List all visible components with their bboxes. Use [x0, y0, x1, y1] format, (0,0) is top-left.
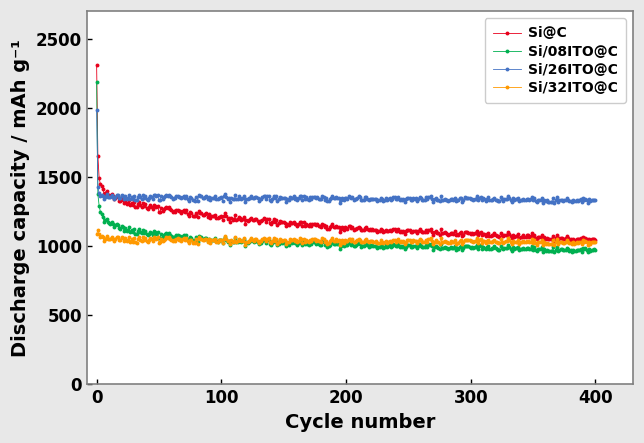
Si@C [584, 239, 592, 245]
Si/08ITO@C [411, 243, 419, 249]
Si/26ITO@C [411, 196, 419, 201]
Si/32ITO@C [336, 242, 344, 248]
Si@C [411, 228, 419, 233]
Si/32ITO@C [368, 238, 376, 244]
Si/08ITO@C [158, 231, 166, 237]
Si/26ITO@C [539, 200, 547, 206]
Si/26ITO@C [93, 107, 100, 112]
Si/26ITO@C [592, 198, 600, 203]
Si@C [343, 226, 351, 231]
Si/26ITO@C [366, 196, 374, 201]
Si/26ITO@C [343, 196, 351, 202]
X-axis label: Cycle number: Cycle number [285, 413, 435, 432]
Si@C [366, 226, 374, 232]
Si@C [592, 237, 600, 242]
Y-axis label: Discharge capacity / mAh g⁻¹: Discharge capacity / mAh g⁻¹ [11, 39, 30, 357]
Si/26ITO@C [158, 194, 166, 199]
Si/08ITO@C [93, 79, 100, 85]
Si/26ITO@C [458, 199, 466, 204]
Line: Si/32ITO@C: Si/32ITO@C [95, 229, 598, 247]
Si@C [93, 63, 100, 68]
Si/08ITO@C [343, 243, 351, 248]
Si/32ITO@C [274, 241, 281, 246]
Si@C [458, 233, 466, 238]
Si/32ITO@C [159, 238, 167, 244]
Si/32ITO@C [94, 228, 102, 233]
Si/32ITO@C [460, 237, 468, 242]
Si/32ITO@C [93, 231, 100, 237]
Si/32ITO@C [413, 241, 421, 246]
Legend: Si@C, Si/08ITO@C, Si/26ITO@C, Si/32ITO@C: Si@C, Si/08ITO@C, Si/26ITO@C, Si/32ITO@C [485, 18, 626, 103]
Line: Si@C: Si@C [95, 63, 598, 244]
Line: Si/26ITO@C: Si/26ITO@C [95, 108, 598, 205]
Si/08ITO@C [584, 250, 592, 255]
Si/32ITO@C [346, 237, 354, 242]
Line: Si/08ITO@C: Si/08ITO@C [95, 80, 598, 254]
Si/08ITO@C [592, 247, 600, 253]
Si/08ITO@C [366, 243, 374, 248]
Si/08ITO@C [458, 247, 466, 253]
Si/26ITO@C [272, 194, 280, 199]
Si/08ITO@C [272, 238, 280, 243]
Si@C [272, 217, 280, 222]
Si/32ITO@C [592, 240, 600, 245]
Si@C [158, 205, 166, 210]
